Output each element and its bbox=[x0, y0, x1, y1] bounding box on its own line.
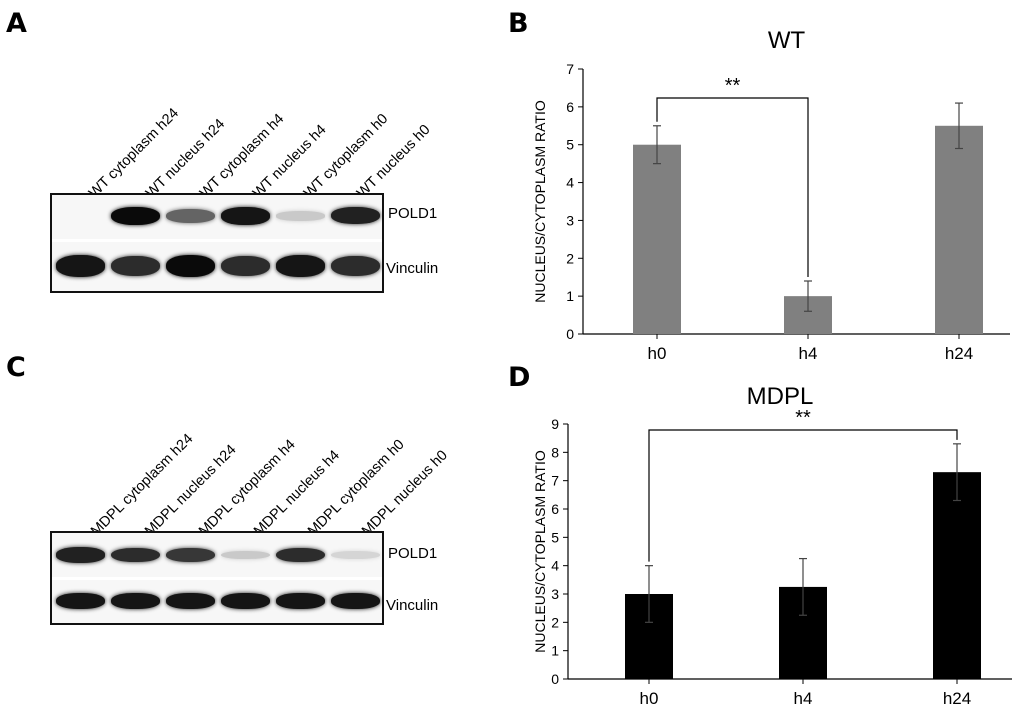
pold1-row bbox=[52, 533, 382, 577]
vinculin-row bbox=[52, 242, 382, 291]
y-tick-label: 1 bbox=[566, 288, 574, 304]
pold1-label: POLD1 bbox=[388, 545, 438, 562]
blot-band bbox=[111, 207, 160, 225]
blot-band bbox=[276, 255, 325, 277]
y-tick-label: 7 bbox=[551, 473, 559, 489]
blot-band bbox=[166, 547, 215, 563]
blot-band bbox=[276, 593, 325, 609]
pold1-label: POLD1 bbox=[388, 205, 438, 222]
y-tick-label: 2 bbox=[566, 250, 574, 266]
significance-bracket bbox=[648, 429, 958, 562]
blot-band bbox=[221, 207, 270, 225]
significance-label: ** bbox=[725, 75, 741, 97]
y-tick-label: 5 bbox=[566, 137, 574, 153]
significance-label: ** bbox=[795, 407, 811, 429]
blot-divider bbox=[52, 239, 382, 242]
blot-band bbox=[331, 207, 380, 225]
y-tick-label: 8 bbox=[551, 444, 559, 460]
x-tick-label: h4 bbox=[794, 689, 813, 708]
x-tick-label: h24 bbox=[945, 344, 973, 363]
blot-band bbox=[276, 211, 325, 221]
blot-band bbox=[166, 208, 215, 223]
panel-letter-b: B bbox=[508, 8, 529, 39]
blot-band bbox=[331, 255, 380, 277]
blot-divider bbox=[52, 577, 382, 580]
y-tick-label: 3 bbox=[551, 586, 559, 602]
x-tick-label: h4 bbox=[799, 344, 818, 363]
bar bbox=[933, 472, 981, 679]
blot-band bbox=[276, 547, 325, 563]
blot-wt-membrane bbox=[50, 193, 384, 293]
blot-band bbox=[331, 550, 380, 560]
y-tick-label: 4 bbox=[566, 175, 574, 191]
blot-band bbox=[166, 593, 215, 609]
y-tick-label: 6 bbox=[551, 501, 559, 517]
panel-letter-a: A bbox=[6, 8, 27, 39]
significance-bracket bbox=[656, 97, 809, 277]
pold1-row bbox=[52, 195, 382, 239]
blot-band bbox=[221, 255, 270, 277]
y-tick-label: 9 bbox=[551, 416, 559, 432]
blot-band bbox=[56, 547, 105, 563]
blot-band bbox=[56, 255, 105, 277]
vinculin-row bbox=[52, 580, 382, 623]
y-tick-label: 2 bbox=[551, 614, 559, 630]
panel-letter-c: C bbox=[6, 352, 26, 383]
bar bbox=[935, 125, 983, 335]
blot-band bbox=[221, 550, 270, 560]
blot-mdpl-membrane bbox=[50, 531, 384, 625]
y-tick-label: 1 bbox=[551, 643, 559, 659]
blot-band bbox=[166, 255, 215, 277]
y-tick-label: 0 bbox=[551, 671, 559, 687]
y-axis-label: NUCLEUS/CYTOPLASM RATIO bbox=[532, 450, 548, 653]
y-tick-label: 0 bbox=[566, 326, 574, 342]
x-tick-label: h0 bbox=[648, 344, 667, 363]
vinculin-label: Vinculin bbox=[386, 597, 439, 614]
y-tick-label: 4 bbox=[551, 558, 559, 574]
panel-letter-d: D bbox=[508, 362, 531, 393]
y-tick-label: 5 bbox=[551, 529, 559, 545]
blot-band bbox=[56, 593, 105, 609]
y-axis-label: NUCLEUS/CYTOPLASM RATIO bbox=[532, 100, 548, 303]
blot-band bbox=[331, 593, 380, 609]
bar bbox=[633, 144, 681, 334]
chart-title: MDPL bbox=[747, 383, 814, 410]
y-tick-label: 3 bbox=[566, 212, 574, 228]
blot-band bbox=[221, 593, 270, 609]
blot-band bbox=[111, 255, 160, 277]
y-tick-label: 7 bbox=[566, 61, 574, 77]
x-tick-label: h0 bbox=[640, 689, 659, 708]
blot-band bbox=[111, 547, 160, 563]
y-tick-label: 6 bbox=[566, 99, 574, 115]
chart-title: WT bbox=[768, 27, 806, 54]
x-tick-label: h24 bbox=[943, 689, 971, 708]
blot-band bbox=[111, 593, 160, 609]
vinculin-label: Vinculin bbox=[386, 260, 439, 277]
